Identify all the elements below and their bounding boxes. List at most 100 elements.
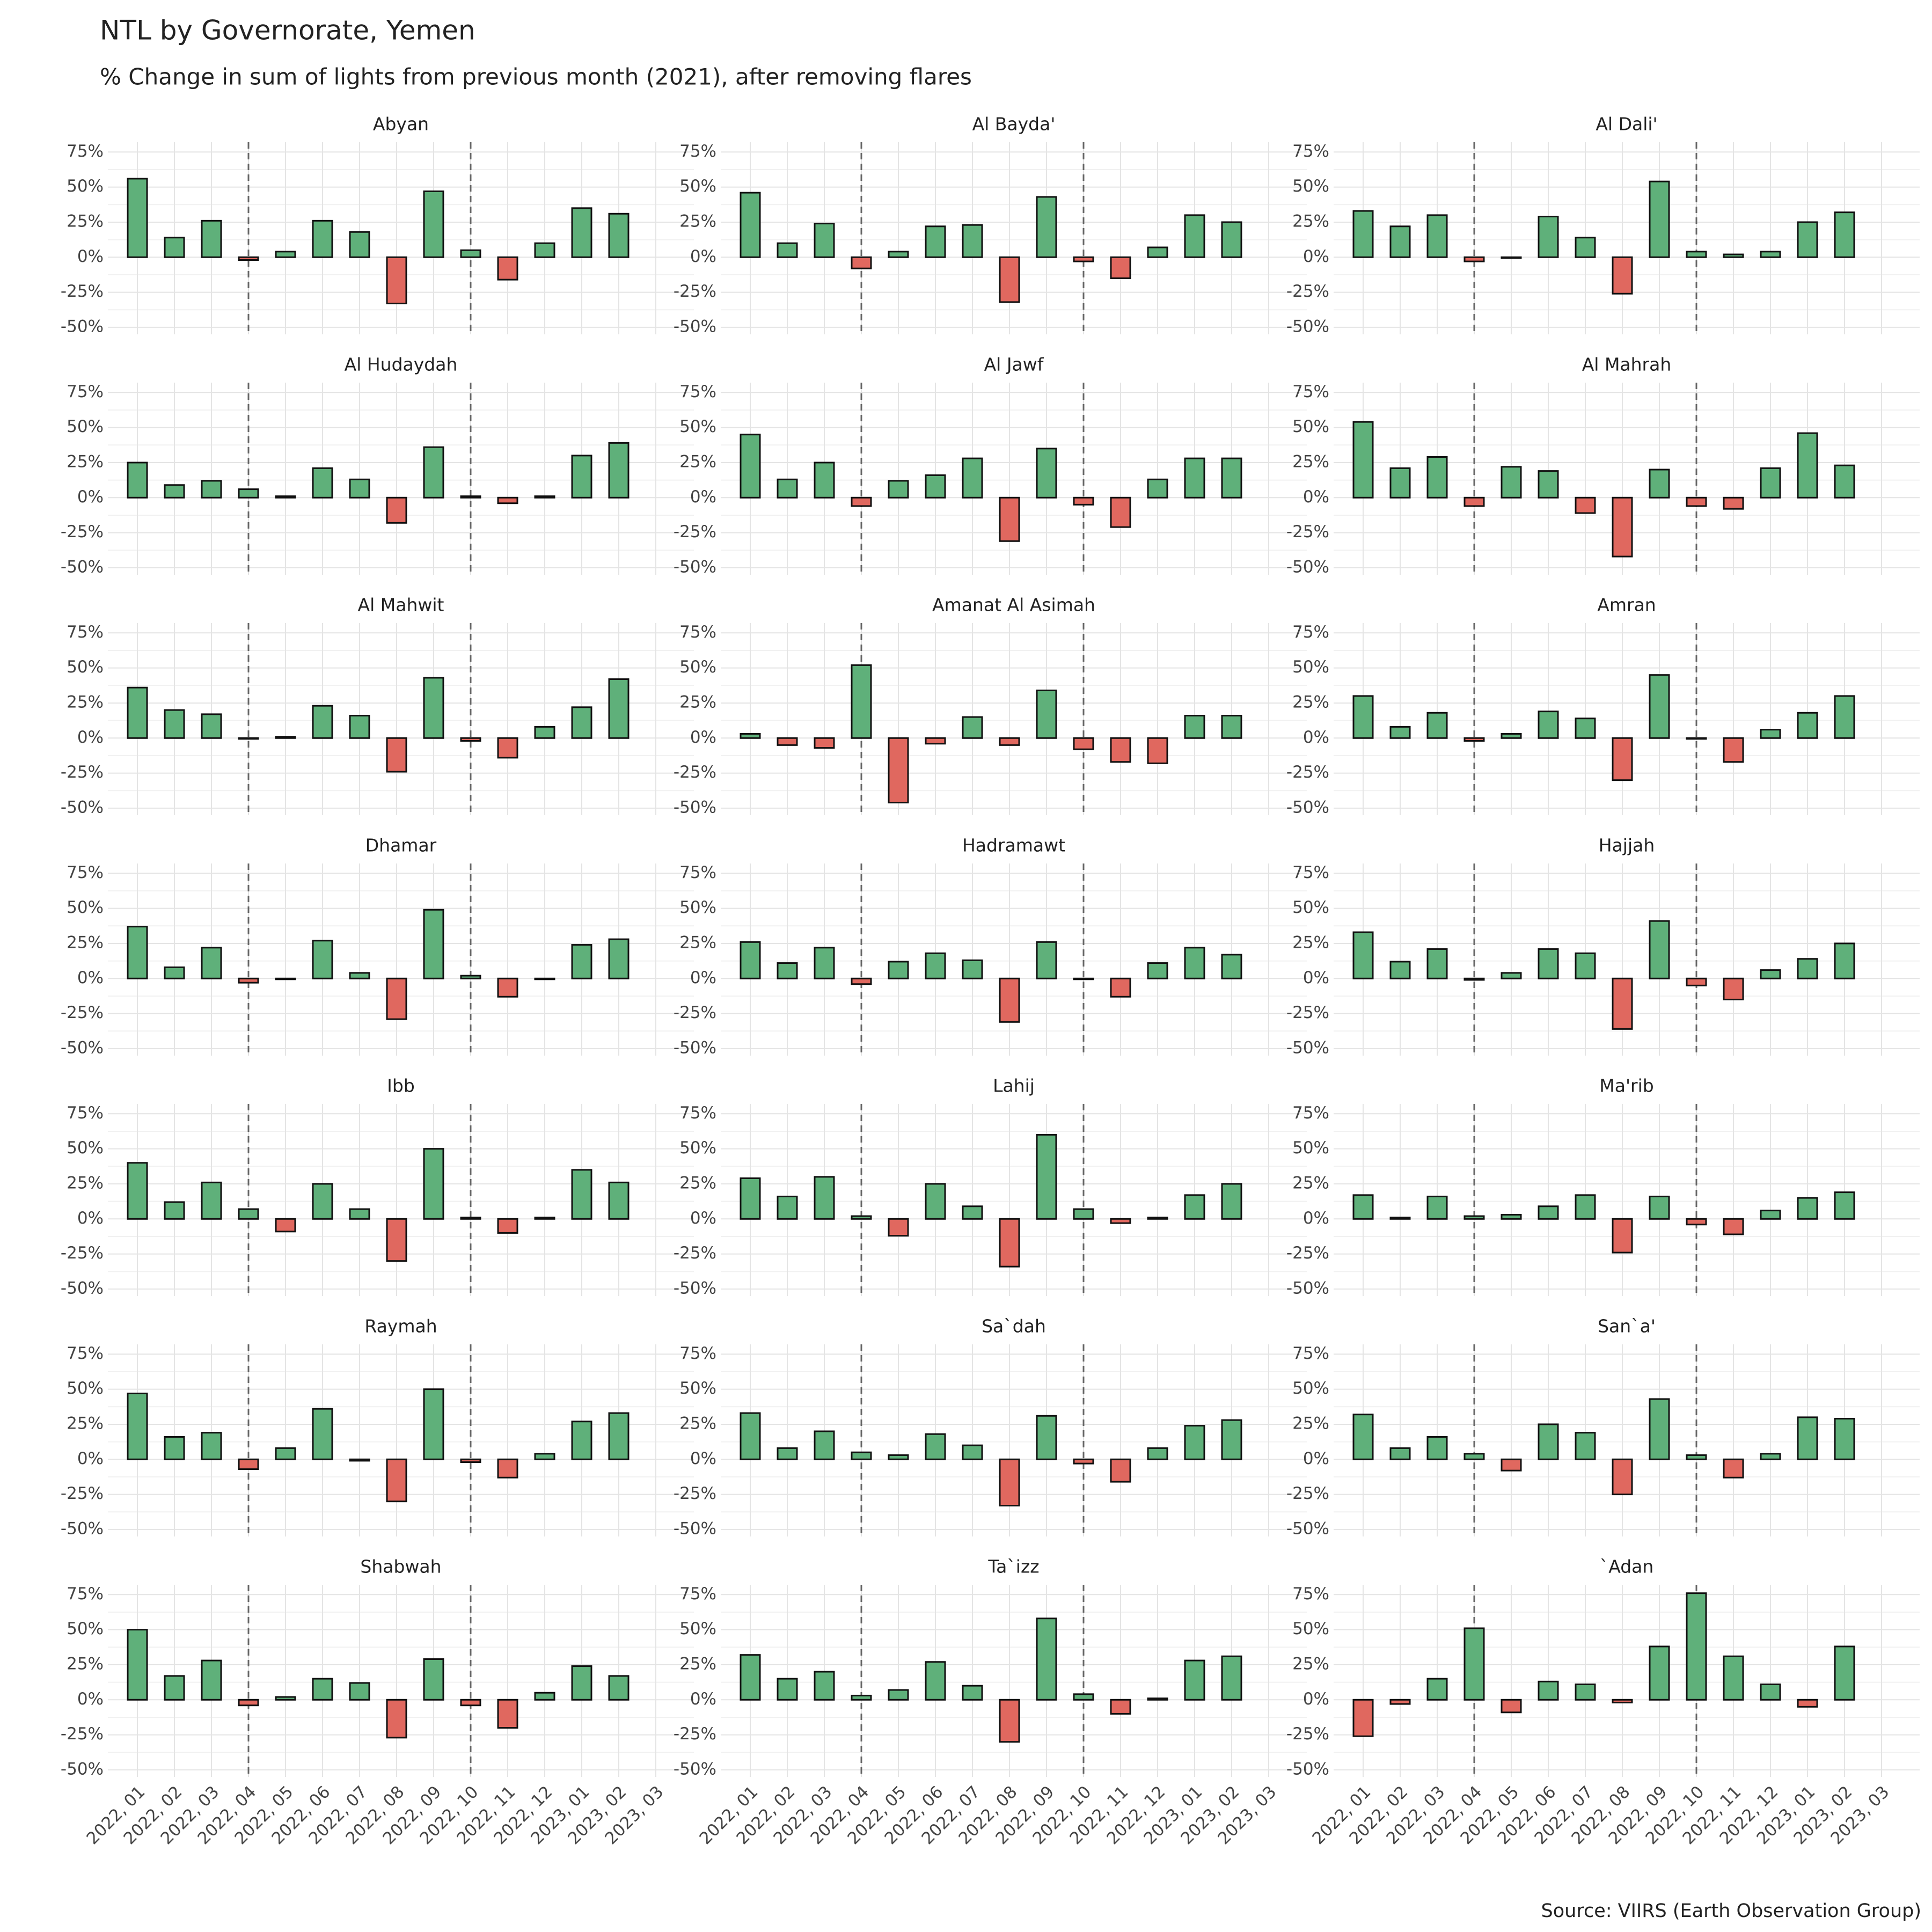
y-tick-label: -25% [674, 522, 716, 541]
bar [460, 1217, 481, 1220]
y-tick-label: -50% [1286, 1278, 1329, 1298]
y-tick-label: 50% [679, 177, 716, 196]
bar [349, 972, 370, 979]
bar [1073, 256, 1094, 262]
bar [238, 256, 259, 261]
bar [1797, 1699, 1818, 1708]
bar [460, 249, 481, 258]
y-tick-label: 50% [679, 898, 716, 917]
y-tick-label: -25% [61, 1724, 104, 1744]
bar [1036, 1133, 1057, 1220]
y-tick-label: -25% [61, 1243, 104, 1263]
bar [1575, 1684, 1596, 1701]
bar [740, 1654, 761, 1701]
bar [571, 944, 592, 979]
bar [460, 975, 481, 979]
bar [164, 1436, 185, 1460]
y-tick-label: 75% [1292, 1584, 1329, 1604]
y-tick-label: -50% [61, 797, 104, 817]
y-tick-label: 25% [1292, 1654, 1329, 1673]
y-tick-label: 0% [77, 1209, 104, 1228]
bar [740, 733, 761, 739]
bar [201, 947, 222, 979]
bar [1575, 718, 1596, 739]
bar [962, 716, 983, 739]
y-tick-label: 25% [1292, 692, 1329, 712]
bar [312, 467, 333, 499]
bar [925, 1661, 946, 1701]
y-tick-label: 50% [67, 898, 104, 917]
bar [1649, 180, 1670, 258]
bar [127, 1629, 148, 1701]
facet-title: Abyan [373, 114, 429, 135]
bar [275, 736, 296, 739]
bar [1612, 737, 1633, 781]
bar [423, 1388, 444, 1460]
y-tick-label: -25% [1286, 1243, 1329, 1263]
y-tick-label: 50% [679, 657, 716, 677]
bar [814, 1430, 835, 1460]
facet: -50% -25% 0% 25% 50% 75% Abyan [61, 114, 694, 336]
bar [164, 237, 185, 258]
facet: -50% -25% 0% 25% 50% 75% Ma'rib [1286, 1075, 1920, 1298]
bar [777, 478, 798, 499]
y-tick-label: -25% [674, 763, 716, 782]
bar [999, 1218, 1020, 1268]
y-tick-label: 50% [1292, 1379, 1329, 1398]
y-tick-label: 50% [1292, 177, 1329, 196]
bar [1723, 253, 1744, 258]
facet-title: Amanat Al Asimah [932, 595, 1095, 616]
bar [1649, 1645, 1670, 1701]
bar [275, 1218, 296, 1233]
bar [312, 940, 333, 979]
y-tick-label: 50% [1292, 1619, 1329, 1638]
bar [127, 926, 148, 979]
bar [1760, 251, 1781, 258]
y-tick-label: 0% [690, 487, 716, 507]
y-tick-label: -50% [674, 1038, 716, 1057]
bar [1463, 1453, 1485, 1460]
bar [1036, 1618, 1057, 1701]
bar [386, 737, 407, 773]
bar [1834, 695, 1855, 739]
bar [1649, 920, 1670, 979]
bar [1426, 1436, 1448, 1460]
bar [777, 1195, 798, 1220]
bar [423, 1148, 444, 1220]
facet-title: Shabwah [360, 1556, 441, 1577]
bar [497, 1218, 518, 1234]
y-tick-label: 0% [1303, 1689, 1329, 1709]
y-tick-label: 25% [679, 933, 716, 952]
bar [1426, 214, 1448, 258]
bar [1797, 221, 1818, 258]
y-tick-label: -50% [61, 1038, 104, 1057]
bar [571, 706, 592, 739]
bar [888, 480, 909, 499]
bar [1147, 737, 1168, 764]
bar [1184, 1194, 1205, 1220]
bar [1352, 931, 1374, 979]
bar [164, 484, 185, 499]
y-tick-label: 75% [1292, 1344, 1329, 1363]
bar [1501, 972, 1522, 979]
bar [1760, 969, 1781, 979]
bar [1389, 1447, 1411, 1460]
bar [201, 480, 222, 499]
facet: -50% -25% 0% 25% 50% 75% Lahij [674, 1075, 1307, 1298]
bar [1501, 466, 1522, 499]
bar [349, 1682, 370, 1701]
y-tick-label: 25% [67, 452, 104, 471]
y-tick-label: -25% [1286, 1724, 1329, 1744]
y-tick-label: 25% [1292, 1414, 1329, 1433]
facet: -50% -25% 0% 25% 50% 75% `Adan [1286, 1556, 1920, 1779]
y-tick-label: 75% [679, 1103, 716, 1123]
bar [888, 737, 909, 803]
bar [1352, 210, 1374, 258]
bar [534, 242, 555, 258]
bar [497, 1699, 518, 1729]
y-tick-label: 25% [1292, 211, 1329, 231]
bar [1612, 496, 1633, 558]
bar [1686, 496, 1707, 507]
bar [423, 1658, 444, 1701]
bar [349, 231, 370, 258]
